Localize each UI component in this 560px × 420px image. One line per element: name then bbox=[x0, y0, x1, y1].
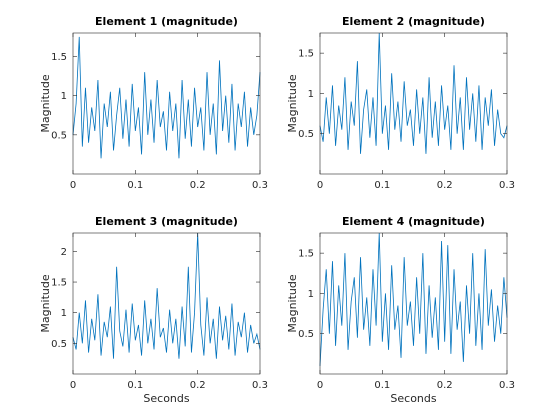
x-tick-label: 0.2 bbox=[437, 380, 453, 391]
x-tick-label: 0 bbox=[70, 380, 76, 391]
y-axis-label: Magnitude bbox=[286, 74, 299, 133]
axes-box bbox=[319, 232, 508, 375]
x-tick-label: 0.2 bbox=[190, 180, 206, 191]
y-axis-label: Magnitude bbox=[39, 74, 52, 133]
axes-box bbox=[319, 32, 508, 175]
y-tick-label: 1 bbox=[61, 308, 67, 319]
x-tick-label: 0.1 bbox=[374, 180, 390, 191]
x-tick-label: 0 bbox=[317, 180, 323, 191]
x-tick-label: 0.3 bbox=[252, 180, 268, 191]
series-line-1 bbox=[72, 36, 261, 159]
y-tick-label: 1 bbox=[308, 289, 314, 300]
y-tick-label: 0.5 bbox=[51, 130, 67, 141]
series-line-1 bbox=[319, 232, 508, 366]
y-tick-label: 1.5 bbox=[51, 278, 67, 289]
x-axis-label: Seconds bbox=[143, 392, 189, 405]
y-axis-label: Magnitude bbox=[39, 274, 52, 333]
x-axis-label: Seconds bbox=[390, 392, 436, 405]
y-tick-label: 0.5 bbox=[298, 329, 314, 340]
axes-box bbox=[72, 32, 261, 175]
y-tick-label: 1.5 bbox=[298, 249, 314, 260]
x-tick-label: 0 bbox=[70, 180, 76, 191]
x-tick-label: 0.3 bbox=[499, 180, 515, 191]
y-tick-label: 1.5 bbox=[298, 49, 314, 60]
y-tick-label: 0.5 bbox=[51, 339, 67, 350]
x-tick-label: 0.3 bbox=[252, 380, 268, 391]
subplot-title: Element 1 (magnitude) bbox=[95, 15, 238, 28]
plot-area bbox=[320, 233, 507, 374]
x-tick-label: 0 bbox=[317, 380, 323, 391]
plot-area bbox=[320, 33, 507, 174]
series-line-1 bbox=[72, 232, 261, 359]
y-axis-label: Magnitude bbox=[286, 274, 299, 333]
y-tick-label: 1 bbox=[61, 91, 67, 102]
subplot-title: Element 2 (magnitude) bbox=[342, 15, 485, 28]
subplot-2: 0 0.1 0.2 0.3 0.5 1 1.5 Element 2 (magnitude) Ma… bbox=[286, 15, 515, 191]
y-tick-label: 1.5 bbox=[51, 52, 67, 63]
subplot-4: 0 0.1 0.2 0.3 0.5 1 1.5 Element 4 (magnitude) Ma… bbox=[286, 215, 515, 405]
x-tick-label: 0.2 bbox=[437, 180, 453, 191]
subplot-1: 0 0.1 0.2 0.3 0.5 1 1.5 Element 1 (magnitude) Ma… bbox=[39, 15, 268, 191]
series-line-1 bbox=[319, 32, 508, 154]
x-tick-label: 0.1 bbox=[127, 180, 143, 191]
y-tick-label: 2 bbox=[61, 247, 67, 258]
x-tick-label: 0.3 bbox=[499, 380, 515, 391]
y-tick-label: 0.5 bbox=[298, 129, 314, 140]
subplot-title: Element 3 (magnitude) bbox=[95, 215, 238, 228]
subplot-3: 0 0.1 0.2 0.3 0.5 1 1.5 2 Element 3 (magnitude) M… bbox=[39, 215, 268, 405]
x-tick-label: 0.2 bbox=[190, 380, 206, 391]
x-tick-label: 0.1 bbox=[374, 380, 390, 391]
x-tick-label: 0.1 bbox=[127, 380, 143, 391]
y-tick-label: 1 bbox=[308, 89, 314, 100]
subplot-title: Element 4 (magnitude) bbox=[342, 215, 485, 228]
axes-box bbox=[72, 232, 261, 375]
